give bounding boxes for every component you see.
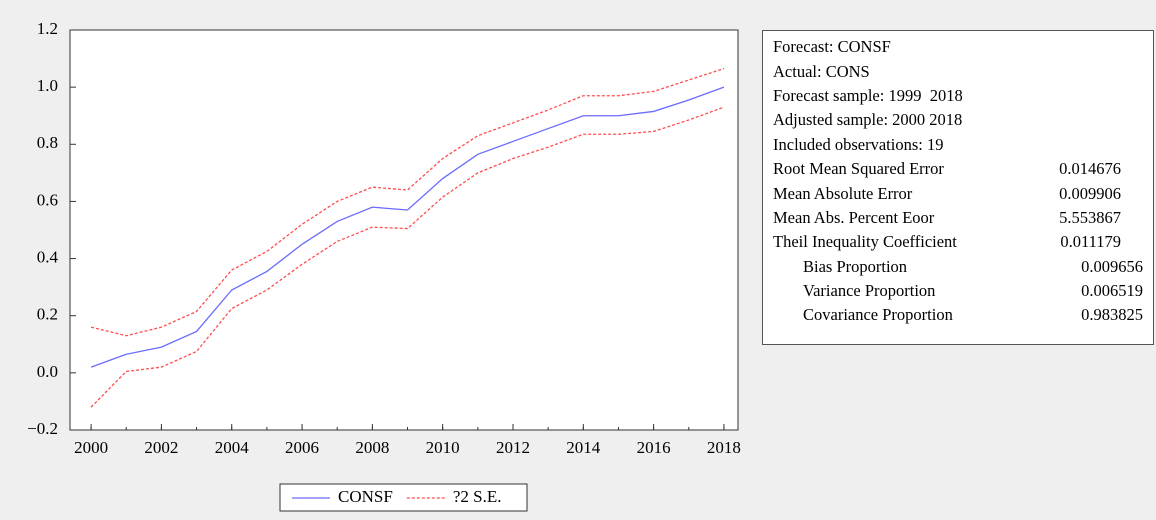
stat-value: 0.011179 (1060, 232, 1121, 252)
y-tick-label: 0.4 (37, 247, 59, 266)
series-line (90, 67, 725, 337)
stat-label: Covariance Proportion (803, 305, 953, 325)
stats-row: Included observations: 19 (773, 133, 1143, 157)
stats-row: Theil Inequality Coefficient 0.011179 (773, 230, 1143, 254)
stat-label: Adjusted sample: 2000 2018 (773, 110, 963, 130)
stats-row: Adjusted sample: 2000 2018 (773, 108, 1143, 132)
stat-label: Root Mean Squared Error (773, 159, 944, 179)
stat-value: 0.009906 (1059, 183, 1121, 203)
stat-value: 0.983825 (1081, 305, 1143, 325)
y-tick-label: −0.2 (27, 419, 58, 438)
legend: CONSF ?2 S.E. (279, 483, 528, 512)
stats-row: Mean Absolute Error 0.009906 (773, 181, 1143, 205)
stat-label: Mean Absolute Error (773, 183, 913, 203)
y-tick-label: 0.6 (37, 190, 58, 209)
stat-label: Forecast sample: 1999 2018 (773, 85, 963, 105)
x-tick-label: 2010 (426, 438, 460, 457)
stat-label: Actual: CONS (773, 61, 870, 81)
stats-row: Variance Proportion 0.006519 (773, 279, 1143, 303)
stats-row: Forecast sample: 1999 2018 (773, 84, 1143, 108)
stat-label: Theil Inequality Coefficient (773, 232, 957, 252)
x-tick-label: 2004 (215, 438, 250, 457)
y-tick-label: 1.2 (37, 19, 58, 38)
series-line (90, 106, 725, 408)
stat-label: Included observations: 19 (773, 134, 944, 154)
x-tick-label: 2018 (707, 438, 741, 457)
stat-label: Forecast: CONSF (773, 37, 891, 57)
x-tick-label: 2008 (355, 438, 389, 457)
y-tick-label: 1.0 (37, 76, 58, 95)
x-tick-label: 2006 (285, 438, 319, 457)
y-tick-label: 0.2 (37, 305, 58, 324)
legend-label: ?2 S.E. (453, 487, 502, 506)
y-tick-label: 0.0 (37, 362, 58, 381)
plot-area (69, 29, 739, 431)
stat-value: 0.009656 (1081, 256, 1143, 276)
stats-row: Covariance Proportion 0.983825 (773, 303, 1143, 327)
stat-label: Bias Proportion (803, 256, 908, 276)
x-tick-label: 2000 (74, 438, 108, 457)
stats-row: Forecast: CONSF (773, 35, 1143, 59)
stats-row: Mean Abs. Percent Eoor 5.553867 (773, 206, 1143, 230)
stat-label: Variance Proportion (803, 281, 936, 301)
stats-row: Root Mean Squared Error 0.014676 (773, 157, 1143, 181)
x-tick-label: 2012 (496, 438, 530, 457)
stat-value: 0.006519 (1081, 281, 1143, 301)
series-line (90, 86, 725, 368)
x-tick-label: 2016 (637, 438, 671, 457)
x-tick-label: 2002 (144, 438, 178, 457)
stat-value: 5.553867 (1059, 207, 1121, 227)
stats-box: Forecast: CONSF Actual: CONS Forecast samp… (762, 30, 1154, 345)
y-tick-label: 0.8 (37, 133, 58, 152)
legend-label: CONSF (338, 487, 393, 506)
stats-row: Actual: CONS (773, 59, 1143, 83)
stat-label: Mean Abs. Percent Eoor (773, 207, 935, 227)
x-tick-label: 2014 (566, 438, 601, 457)
stats-row: Bias Proportion 0.009656 (773, 255, 1143, 279)
stat-value: 0.014676 (1059, 159, 1121, 179)
